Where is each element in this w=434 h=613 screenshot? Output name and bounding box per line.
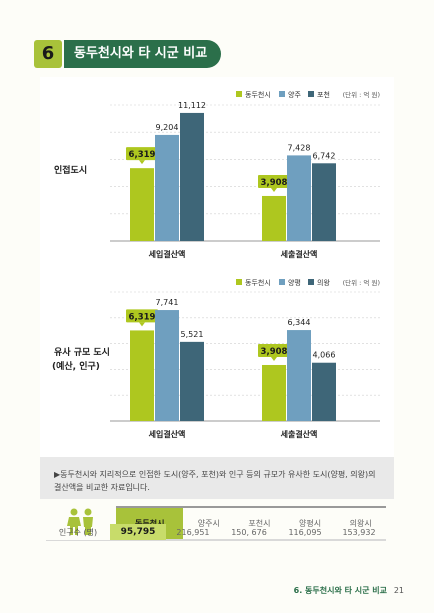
bar — [180, 112, 204, 241]
legend-label: 의왕 — [317, 278, 330, 287]
legend-label: 포천 — [317, 90, 330, 99]
bar — [130, 168, 154, 241]
value-label: 3,908 — [261, 178, 288, 188]
value-yangpyeong: 116,095 — [278, 524, 332, 541]
value-label: 6,319 — [129, 312, 156, 322]
value-label: 3,908 — [261, 347, 288, 357]
value-label: 4,066 — [313, 351, 336, 360]
value-label: 6,319 — [129, 150, 156, 160]
value-pocheon: 150, 676 — [219, 524, 279, 541]
population-values-table: 인구수 (명) 95,795 216,951 150, 676 116,095 … — [46, 524, 386, 541]
footnote: ▶동두천시와 지리적으로 인접한 도시(양주, 포천)와 인구 등의 규모가 유… — [54, 470, 376, 492]
section-title: 동두천시와 타 시군 비교 — [64, 40, 222, 68]
chart-panel-inner: 동두천시 양주 포천 (단위 : 억 원) 인접도시 6,319 9,204 11,112 세입… — [40, 77, 394, 457]
footer-text: 6. 동두천시와 타 시군 비교 — [293, 586, 388, 595]
value-label: 9,204 — [156, 123, 179, 132]
value-label: 11,112 — [178, 101, 206, 110]
value-label: 6,344 — [288, 318, 311, 327]
value-dongducheon: 95,795 — [110, 524, 166, 541]
row-label: 인접도시 — [54, 164, 87, 176]
legend-swatch — [279, 91, 285, 97]
bar — [262, 195, 286, 241]
legend-swatch — [308, 279, 314, 285]
value-callout — [258, 343, 290, 357]
value-uiwang: 153,932 — [332, 524, 386, 541]
category-label: 세입결산액 — [149, 429, 186, 439]
charts-svg: 동두천시 양주 포천 (단위 : 억 원) 인접도시 6,319 9,204 11,112 세입… — [52, 90, 380, 439]
value-callout — [258, 174, 290, 188]
section-number: 6 — [34, 40, 62, 68]
unit-note: (단위 : 억 원) — [343, 90, 380, 99]
value-callout — [126, 147, 158, 161]
bar — [155, 310, 179, 421]
legend-swatch — [279, 279, 285, 285]
bar — [287, 155, 311, 241]
legend-label: 동두천시 — [245, 90, 271, 99]
legend-swatch — [308, 91, 314, 97]
value-callout-pointer — [139, 322, 145, 327]
value-callout-pointer — [271, 356, 277, 361]
bar — [180, 341, 204, 421]
section-header: 6 동두천시와 타 시군 비교 — [34, 40, 234, 68]
legend-label: 양주 — [288, 91, 301, 99]
value-callout — [126, 309, 158, 323]
value-label: 5,521 — [181, 330, 204, 339]
value-label: 7,428 — [288, 143, 311, 152]
bar — [262, 364, 286, 421]
bar — [287, 330, 311, 421]
bar — [312, 163, 336, 241]
category-label: 세출결산액 — [281, 429, 318, 439]
chart-panel: 동두천시 양주 포천 (단위 : 억 원) 인접도시 6,319 9,204 11,112 세입… — [40, 77, 394, 499]
category-label: 세입결산액 — [149, 249, 186, 259]
value-yangju: 216,951 — [166, 524, 220, 541]
legend-swatch — [236, 91, 242, 97]
bar — [130, 330, 154, 421]
row-label-2: (예산, 인구) — [52, 360, 100, 372]
legend-swatch — [236, 279, 242, 285]
population-value-row: 인구수 (명) 95,795 216,951 150, 676 116,095 … — [46, 524, 386, 541]
legend-label: 양평 — [288, 278, 301, 287]
page-number: 21 — [393, 586, 404, 595]
category-label: 세출결산액 — [281, 249, 318, 259]
value-callout-pointer — [139, 160, 145, 165]
bar — [312, 362, 336, 421]
legend-label: 동두천시 — [245, 278, 271, 287]
row-label: 유사 규모 도시 — [54, 346, 110, 358]
bar — [155, 134, 179, 241]
value-callout-pointer — [271, 187, 277, 192]
population-row-label: 인구수 (명) — [46, 524, 110, 541]
page-footer: 6. 동두천시와 타 시군 비교 21 — [294, 585, 404, 596]
value-label: 7,741 — [156, 298, 179, 307]
unit-note: (단위 : 억 원) — [343, 278, 380, 287]
value-label: 6,742 — [313, 151, 336, 160]
